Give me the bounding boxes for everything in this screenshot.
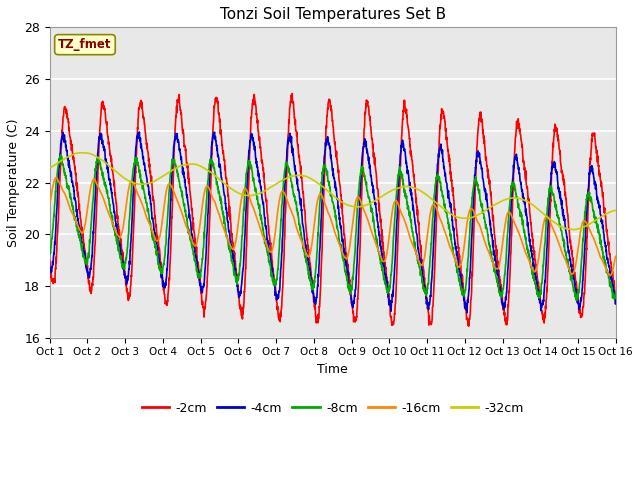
- Text: TZ_fmet: TZ_fmet: [58, 38, 112, 51]
- Legend: -2cm, -4cm, -8cm, -16cm, -32cm: -2cm, -4cm, -8cm, -16cm, -32cm: [137, 397, 529, 420]
- X-axis label: Time: Time: [317, 363, 348, 376]
- Title: Tonzi Soil Temperatures Set B: Tonzi Soil Temperatures Set B: [220, 7, 446, 22]
- Y-axis label: Soil Temperature (C): Soil Temperature (C): [7, 118, 20, 247]
